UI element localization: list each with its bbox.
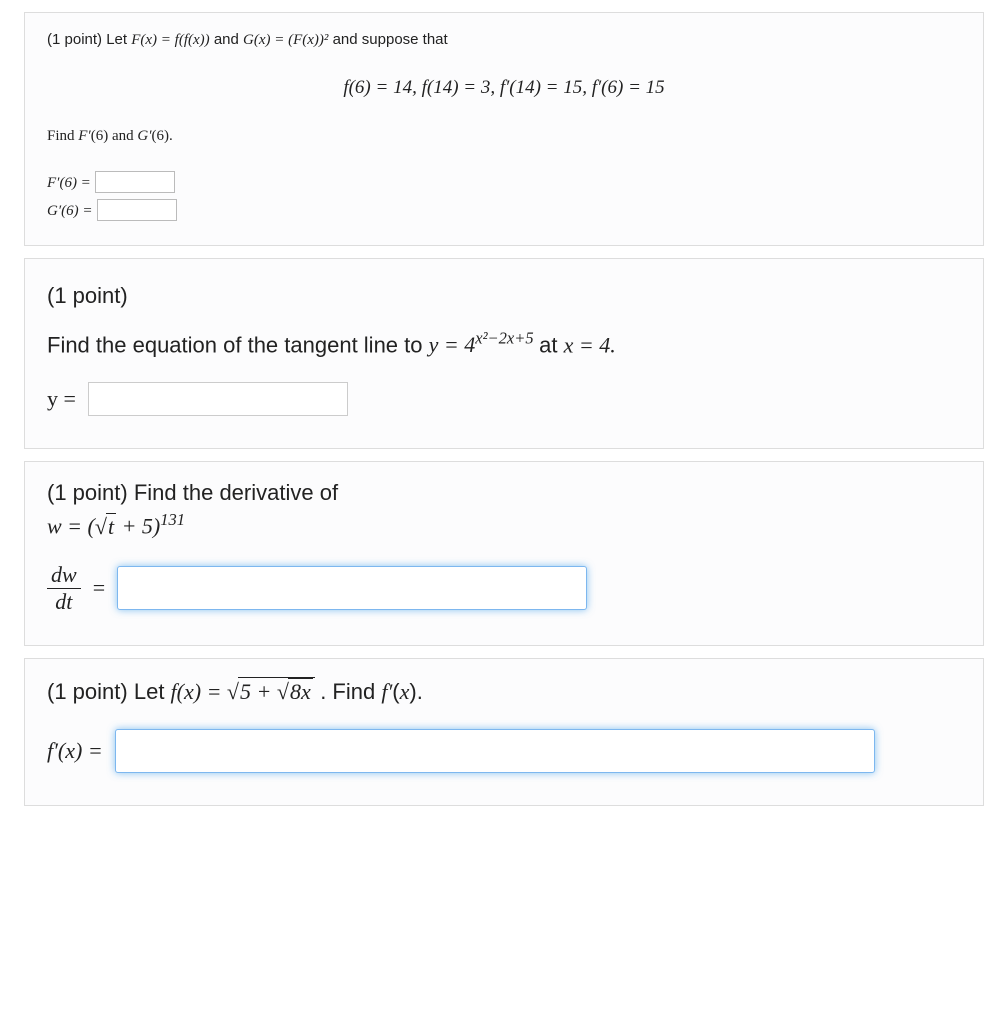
w-equation: w = ( t + 5)131 <box>47 510 961 539</box>
inner-radicand: 8x <box>288 678 313 705</box>
frac-num: dw <box>47 564 81 589</box>
let-text: Let <box>134 679 171 704</box>
frac-den: dt <box>47 589 81 613</box>
equals-sign: = <box>93 575 105 601</box>
intro-pre: Let <box>106 31 131 48</box>
problem-3-text: (1 point) Find the derivative of <box>47 480 961 506</box>
outer-pre: 5 + <box>240 679 277 704</box>
f-def: F(x) = f(f(x)) <box>131 32 209 48</box>
find-fprime-text: . Find f′(x). <box>320 679 423 704</box>
and-text: and <box>214 31 243 48</box>
at-value: x = 4. <box>564 332 616 357</box>
f-equation: f(x) = 5 + 8x <box>171 679 321 704</box>
gprime-row: G′(6) = <box>47 199 961 221</box>
points-row: (1 point) <box>47 283 961 309</box>
problem-3: (1 point) Find the derivative of w = ( t … <box>24 461 984 645</box>
w-pre: w = ( <box>47 514 95 539</box>
gprime-label: G′(6) = <box>47 203 92 219</box>
dwdt-row: dw dt = <box>47 564 961 613</box>
problem-4-text: (1 point) Let f(x) = 5 + 8x . Find f′(x)… <box>47 677 961 705</box>
dwdt-input[interactable] <box>117 566 587 610</box>
derivative-text: Find the derivative of <box>134 480 338 505</box>
f-pre: f(x) = <box>171 679 227 704</box>
w-exponent: 131 <box>160 510 185 529</box>
w-radicand: t <box>106 513 116 540</box>
g-def: G(x) = (F(x))² <box>243 32 328 48</box>
eq-exponent: x²−2x+5 <box>475 329 533 348</box>
outer-radicand: 5 + 8x <box>238 677 315 705</box>
dwdt-fraction: dw dt <box>47 564 81 613</box>
outer-sqrt-icon: 5 + 8x <box>227 677 315 705</box>
fprime-input[interactable] <box>115 729 875 773</box>
gprime-input[interactable] <box>97 199 177 221</box>
problem-4: (1 point) Let f(x) = 5 + 8x . Find f′(x)… <box>24 658 984 806</box>
text-mid: at <box>539 332 563 357</box>
problem-2-text: Find the equation of the tangent line to… <box>47 329 961 358</box>
sqrt-icon: t <box>95 513 116 540</box>
fprime-row: F′(6) = <box>47 171 961 193</box>
given-values: f(6) = 14, f(14) = 3, f′(14) = 15, f′(6)… <box>47 77 961 99</box>
fprime-label: f′(x) = <box>47 738 103 764</box>
intro-post: and suppose that <box>333 31 448 48</box>
points-label: (1 point) <box>47 679 128 704</box>
text-pre: Find the equation of the tangent line to <box>47 332 429 357</box>
points-label: (1 point) <box>47 283 128 308</box>
points-label: (1 point) <box>47 31 102 48</box>
y-input[interactable] <box>88 382 348 416</box>
problem-2: (1 point) Find the equation of the tange… <box>24 258 984 449</box>
fprime-answer-row: f′(x) = <box>47 729 961 773</box>
tangent-equation: y = 4x²−2x+5 <box>429 332 540 357</box>
fprime-label: F′(6) = <box>47 175 91 191</box>
w-post: + 5) <box>116 514 160 539</box>
inner-sqrt-icon: 8x <box>277 678 313 705</box>
find-instruction: Find F′(6) and G′(6). <box>47 127 961 145</box>
problem-1-intro: (1 point) Let F(x) = f(f(x)) and G(x) = … <box>47 31 961 49</box>
eq-base: y = 4 <box>429 332 476 357</box>
points-label: (1 point) <box>47 480 128 505</box>
y-answer-row: y = <box>47 382 961 416</box>
y-label: y = <box>47 386 76 412</box>
find-text: Find F′(6) and G′(6). <box>47 128 173 144</box>
problem-1: (1 point) Let F(x) = f(f(x)) and G(x) = … <box>24 12 984 246</box>
fprime-input[interactable] <box>95 171 175 193</box>
